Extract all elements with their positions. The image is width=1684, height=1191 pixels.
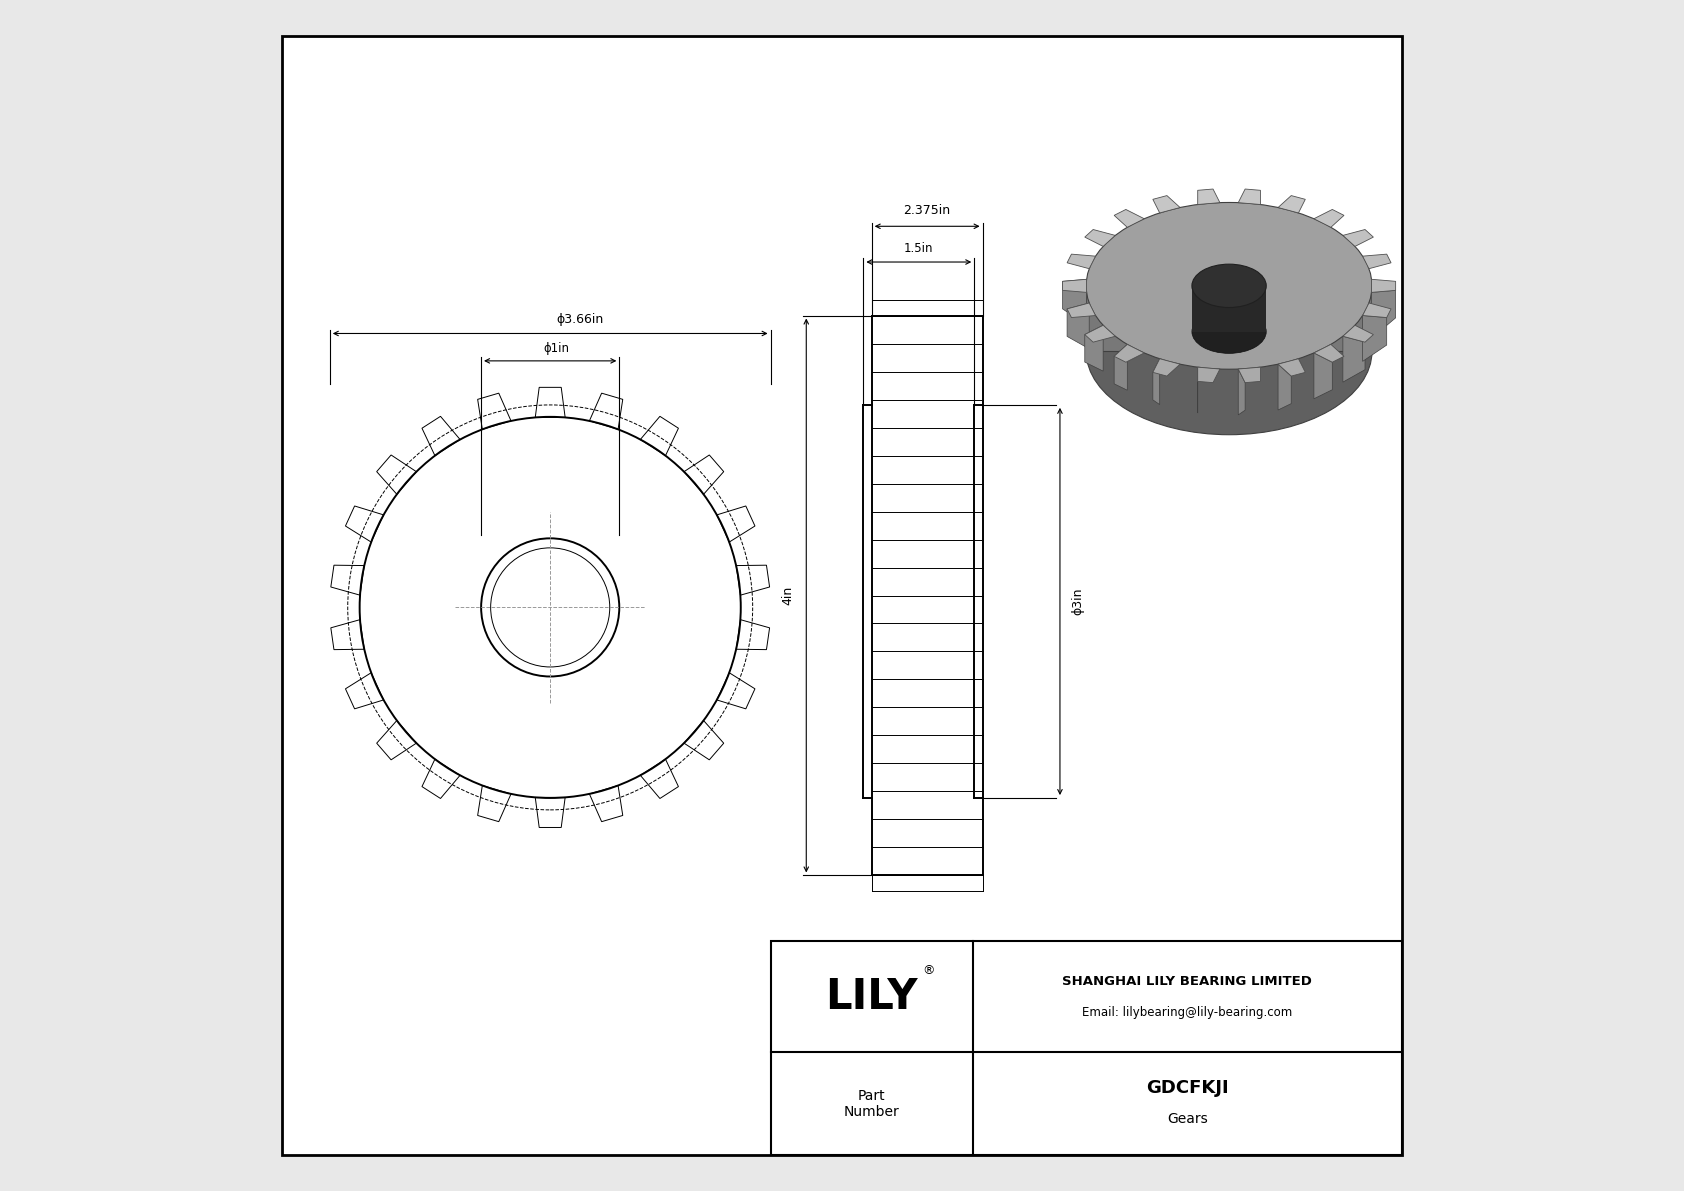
Polygon shape	[1068, 303, 1090, 349]
Polygon shape	[1238, 369, 1244, 414]
Polygon shape	[1278, 364, 1292, 410]
Text: LILY: LILY	[825, 975, 918, 1017]
Bar	[771, 941, 1401, 1155]
Polygon shape	[1314, 344, 1344, 362]
Text: Email: lilybearing@lily-bearing.com: Email: lilybearing@lily-bearing.com	[1083, 1005, 1292, 1018]
Polygon shape	[1115, 344, 1143, 362]
Text: 2.375in: 2.375in	[904, 204, 951, 217]
Ellipse shape	[1086, 202, 1372, 369]
Polygon shape	[1063, 280, 1086, 325]
Text: Gears: Gears	[1167, 1112, 1207, 1127]
Text: Part
Number: Part Number	[844, 1089, 899, 1118]
Polygon shape	[1068, 254, 1096, 269]
Polygon shape	[1342, 336, 1366, 382]
Polygon shape	[1192, 286, 1266, 331]
Polygon shape	[1197, 367, 1219, 382]
Polygon shape	[1084, 325, 1103, 372]
Polygon shape	[1154, 195, 1180, 213]
Polygon shape	[1063, 280, 1086, 292]
Polygon shape	[1362, 303, 1391, 318]
Polygon shape	[1362, 254, 1391, 269]
Polygon shape	[1086, 286, 1372, 351]
Polygon shape	[1371, 291, 1396, 338]
Text: GDCFKJI: GDCFKJI	[1145, 1079, 1228, 1097]
Text: SHANGHAI LILY BEARING LIMITED: SHANGHAI LILY BEARING LIMITED	[1063, 974, 1312, 987]
Polygon shape	[1371, 280, 1396, 292]
Polygon shape	[1314, 353, 1332, 399]
Text: ®: ®	[923, 964, 935, 977]
Ellipse shape	[1192, 264, 1266, 307]
Polygon shape	[1197, 189, 1219, 205]
Text: 1.5in: 1.5in	[904, 242, 933, 255]
Text: 4in: 4in	[781, 586, 795, 605]
Polygon shape	[1278, 195, 1305, 213]
Polygon shape	[1154, 358, 1160, 405]
Polygon shape	[1238, 189, 1260, 205]
Ellipse shape	[1086, 268, 1372, 435]
Polygon shape	[1342, 230, 1374, 247]
Polygon shape	[1084, 325, 1115, 342]
Polygon shape	[1115, 210, 1143, 227]
Polygon shape	[1362, 316, 1386, 361]
Text: ϕ1in: ϕ1in	[544, 342, 569, 355]
Text: ϕ3in: ϕ3in	[1071, 587, 1084, 616]
Polygon shape	[1154, 358, 1180, 376]
Text: ϕ3.66in: ϕ3.66in	[556, 313, 603, 326]
Ellipse shape	[1192, 310, 1266, 354]
Polygon shape	[1342, 325, 1374, 342]
Polygon shape	[1238, 367, 1260, 382]
Polygon shape	[1314, 210, 1344, 227]
Polygon shape	[1084, 230, 1115, 247]
Polygon shape	[1068, 303, 1096, 318]
Polygon shape	[1115, 344, 1127, 391]
Polygon shape	[1278, 358, 1305, 376]
